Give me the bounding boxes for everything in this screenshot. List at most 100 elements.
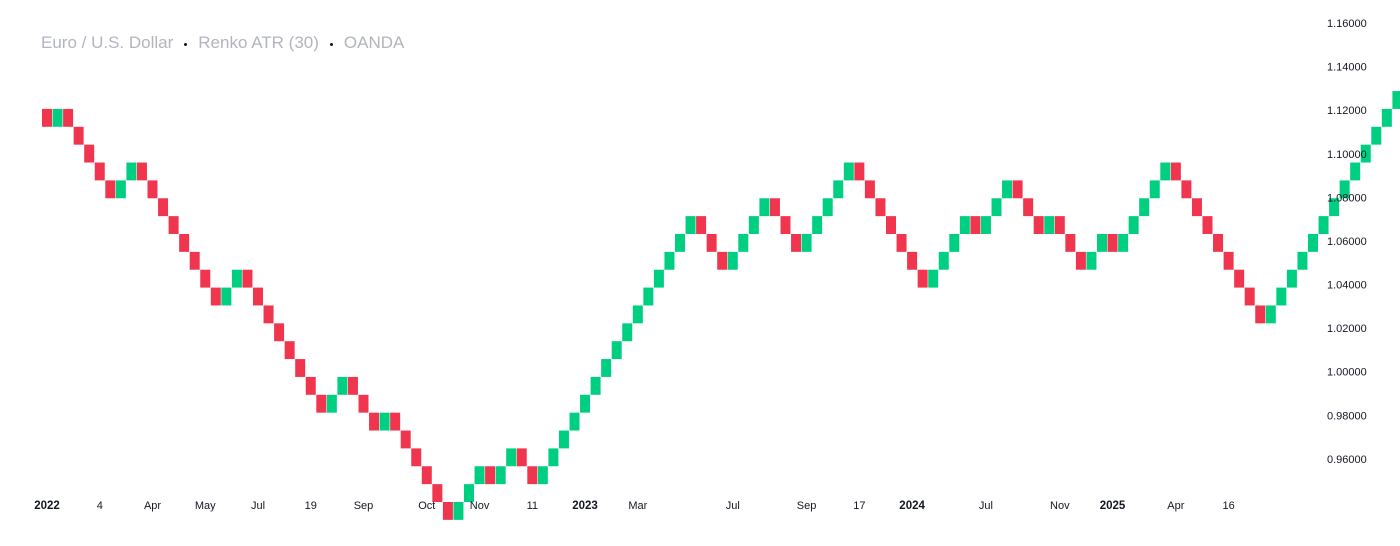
renko-brick-up[interactable]	[1318, 216, 1329, 234]
renko-brick-down[interactable]	[1065, 233, 1076, 252]
renko-brick-down[interactable]	[527, 466, 538, 485]
renko-brick-up[interactable]	[1149, 180, 1160, 199]
renko-brick-down[interactable]	[242, 269, 253, 288]
renko-brick-down[interactable]	[84, 144, 95, 163]
renko-brick-up[interactable]	[1265, 305, 1276, 324]
renko-brick-up[interactable]	[1339, 180, 1350, 199]
renko-brick-up[interactable]	[1360, 144, 1371, 163]
renko-brick-up[interactable]	[622, 323, 633, 342]
renko-brick-up[interactable]	[1308, 233, 1318, 252]
renko-brick-down[interactable]	[1012, 180, 1023, 199]
renko-brick-down[interactable]	[305, 376, 316, 395]
renko-brick-up[interactable]	[1371, 126, 1382, 145]
renko-brick-up[interactable]	[495, 466, 506, 485]
renko-brick-up[interactable]	[337, 376, 348, 395]
renko-brick-down[interactable]	[896, 233, 907, 252]
renko-brick-down[interactable]	[875, 198, 886, 217]
renko-brick-down[interactable]	[136, 162, 147, 181]
renko-brick-down[interactable]	[158, 198, 169, 217]
renko-brick-down[interactable]	[1054, 216, 1065, 234]
renko-brick-down[interactable]	[295, 359, 306, 377]
renko-brick-up[interactable]	[1286, 269, 1297, 288]
renko-brick-down[interactable]	[210, 287, 221, 306]
renko-brick-up[interactable]	[938, 251, 949, 270]
renko-brick-up[interactable]	[1002, 180, 1013, 199]
renko-brick-up[interactable]	[675, 233, 685, 252]
renko-brick-up[interactable]	[949, 233, 960, 252]
renko-brick-up[interactable]	[1118, 233, 1129, 252]
renko-brick-up[interactable]	[126, 162, 137, 181]
renko-brick-down[interactable]	[369, 412, 380, 431]
renko-brick-up[interactable]	[632, 305, 643, 324]
renko-brick-down[interactable]	[864, 180, 875, 199]
renko-brick-down[interactable]	[1191, 198, 1202, 217]
renko-brick-up[interactable]	[506, 448, 517, 467]
renko-brick-up[interactable]	[558, 430, 569, 449]
renko-brick-down[interactable]	[706, 233, 717, 252]
renko-brick-down[interactable]	[189, 251, 200, 270]
renko-brick-down[interactable]	[780, 216, 791, 234]
renko-brick-down[interactable]	[769, 198, 780, 217]
renko-brick-up[interactable]	[221, 287, 232, 306]
renko-brick-down[interactable]	[200, 269, 211, 288]
renko-brick-down[interactable]	[347, 376, 358, 395]
renko-brick-down[interactable]	[421, 466, 432, 485]
renko-brick-up[interactable]	[231, 269, 242, 288]
renko-brick-up[interactable]	[1329, 198, 1340, 217]
renko-brick-down[interactable]	[274, 323, 285, 342]
renko-brick-down[interactable]	[147, 180, 158, 199]
renko-brick-down[interactable]	[1223, 251, 1234, 270]
renko-brick-up[interactable]	[569, 412, 580, 431]
renko-brick-up[interactable]	[748, 216, 759, 234]
symbol-name[interactable]: Euro / U.S. Dollar	[41, 33, 174, 52]
renko-brick-down[interactable]	[1075, 251, 1086, 270]
renko-brick-down[interactable]	[886, 216, 896, 234]
renko-brick-down[interactable]	[854, 162, 865, 181]
renko-brick-down[interactable]	[73, 126, 84, 145]
renko-brick-up[interactable]	[833, 180, 844, 199]
renko-brick-down[interactable]	[1202, 216, 1213, 234]
renko-brick-up[interactable]	[643, 287, 654, 306]
renko-brick-down[interactable]	[400, 430, 411, 449]
renko-brick-down[interactable]	[1234, 269, 1245, 288]
renko-brick-up[interactable]	[601, 359, 612, 377]
renko-brick-up[interactable]	[1097, 233, 1107, 252]
renko-brick-down[interactable]	[253, 287, 263, 306]
renko-brick-up[interactable]	[1350, 162, 1361, 181]
renko-brick-up[interactable]	[580, 394, 591, 413]
renko-brick-down[interactable]	[1213, 233, 1224, 252]
renko-brick-down[interactable]	[917, 269, 928, 288]
renko-brick-up[interactable]	[1044, 216, 1055, 234]
data-source[interactable]: OANDA	[343, 33, 405, 52]
renko-brick-up[interactable]	[822, 198, 833, 217]
renko-brick-up[interactable]	[537, 466, 548, 485]
renko-brick-up[interactable]	[1381, 108, 1392, 127]
renko-brick-down[interactable]	[411, 448, 422, 467]
renko-brick-down[interactable]	[1170, 162, 1181, 181]
renko-brick-down[interactable]	[105, 180, 116, 199]
renko-brick-down[interactable]	[516, 448, 527, 467]
renko-brick-down[interactable]	[1033, 216, 1044, 234]
renko-brick-up[interactable]	[812, 216, 823, 234]
renko-brick-up[interactable]	[379, 412, 390, 431]
renko-brick-up[interactable]	[52, 108, 63, 127]
renko-brick-up[interactable]	[653, 269, 664, 288]
renko-brick-up[interactable]	[115, 180, 126, 199]
renko-brick-up[interactable]	[464, 484, 474, 502]
renko-brick-up[interactable]	[801, 233, 812, 252]
renko-brick-up[interactable]	[738, 233, 749, 252]
renko-brick-up[interactable]	[1392, 91, 1400, 109]
renko-brick-down[interactable]	[696, 216, 707, 234]
renko-brick-up[interactable]	[685, 216, 696, 234]
renko-brick-down[interactable]	[358, 394, 369, 413]
renko-brick-up[interactable]	[453, 502, 464, 520]
renko-brick-up[interactable]	[959, 216, 970, 234]
renko-brick-up[interactable]	[727, 251, 738, 270]
renko-brick-down[interactable]	[168, 216, 179, 234]
renko-brick-up[interactable]	[1276, 287, 1287, 306]
renko-brick-up[interactable]	[928, 269, 939, 288]
renko-brick-down[interactable]	[1255, 305, 1266, 324]
renko-brick-up[interactable]	[611, 341, 622, 360]
renko-brick-up[interactable]	[1160, 162, 1171, 181]
renko-brick-up[interactable]	[474, 466, 485, 485]
